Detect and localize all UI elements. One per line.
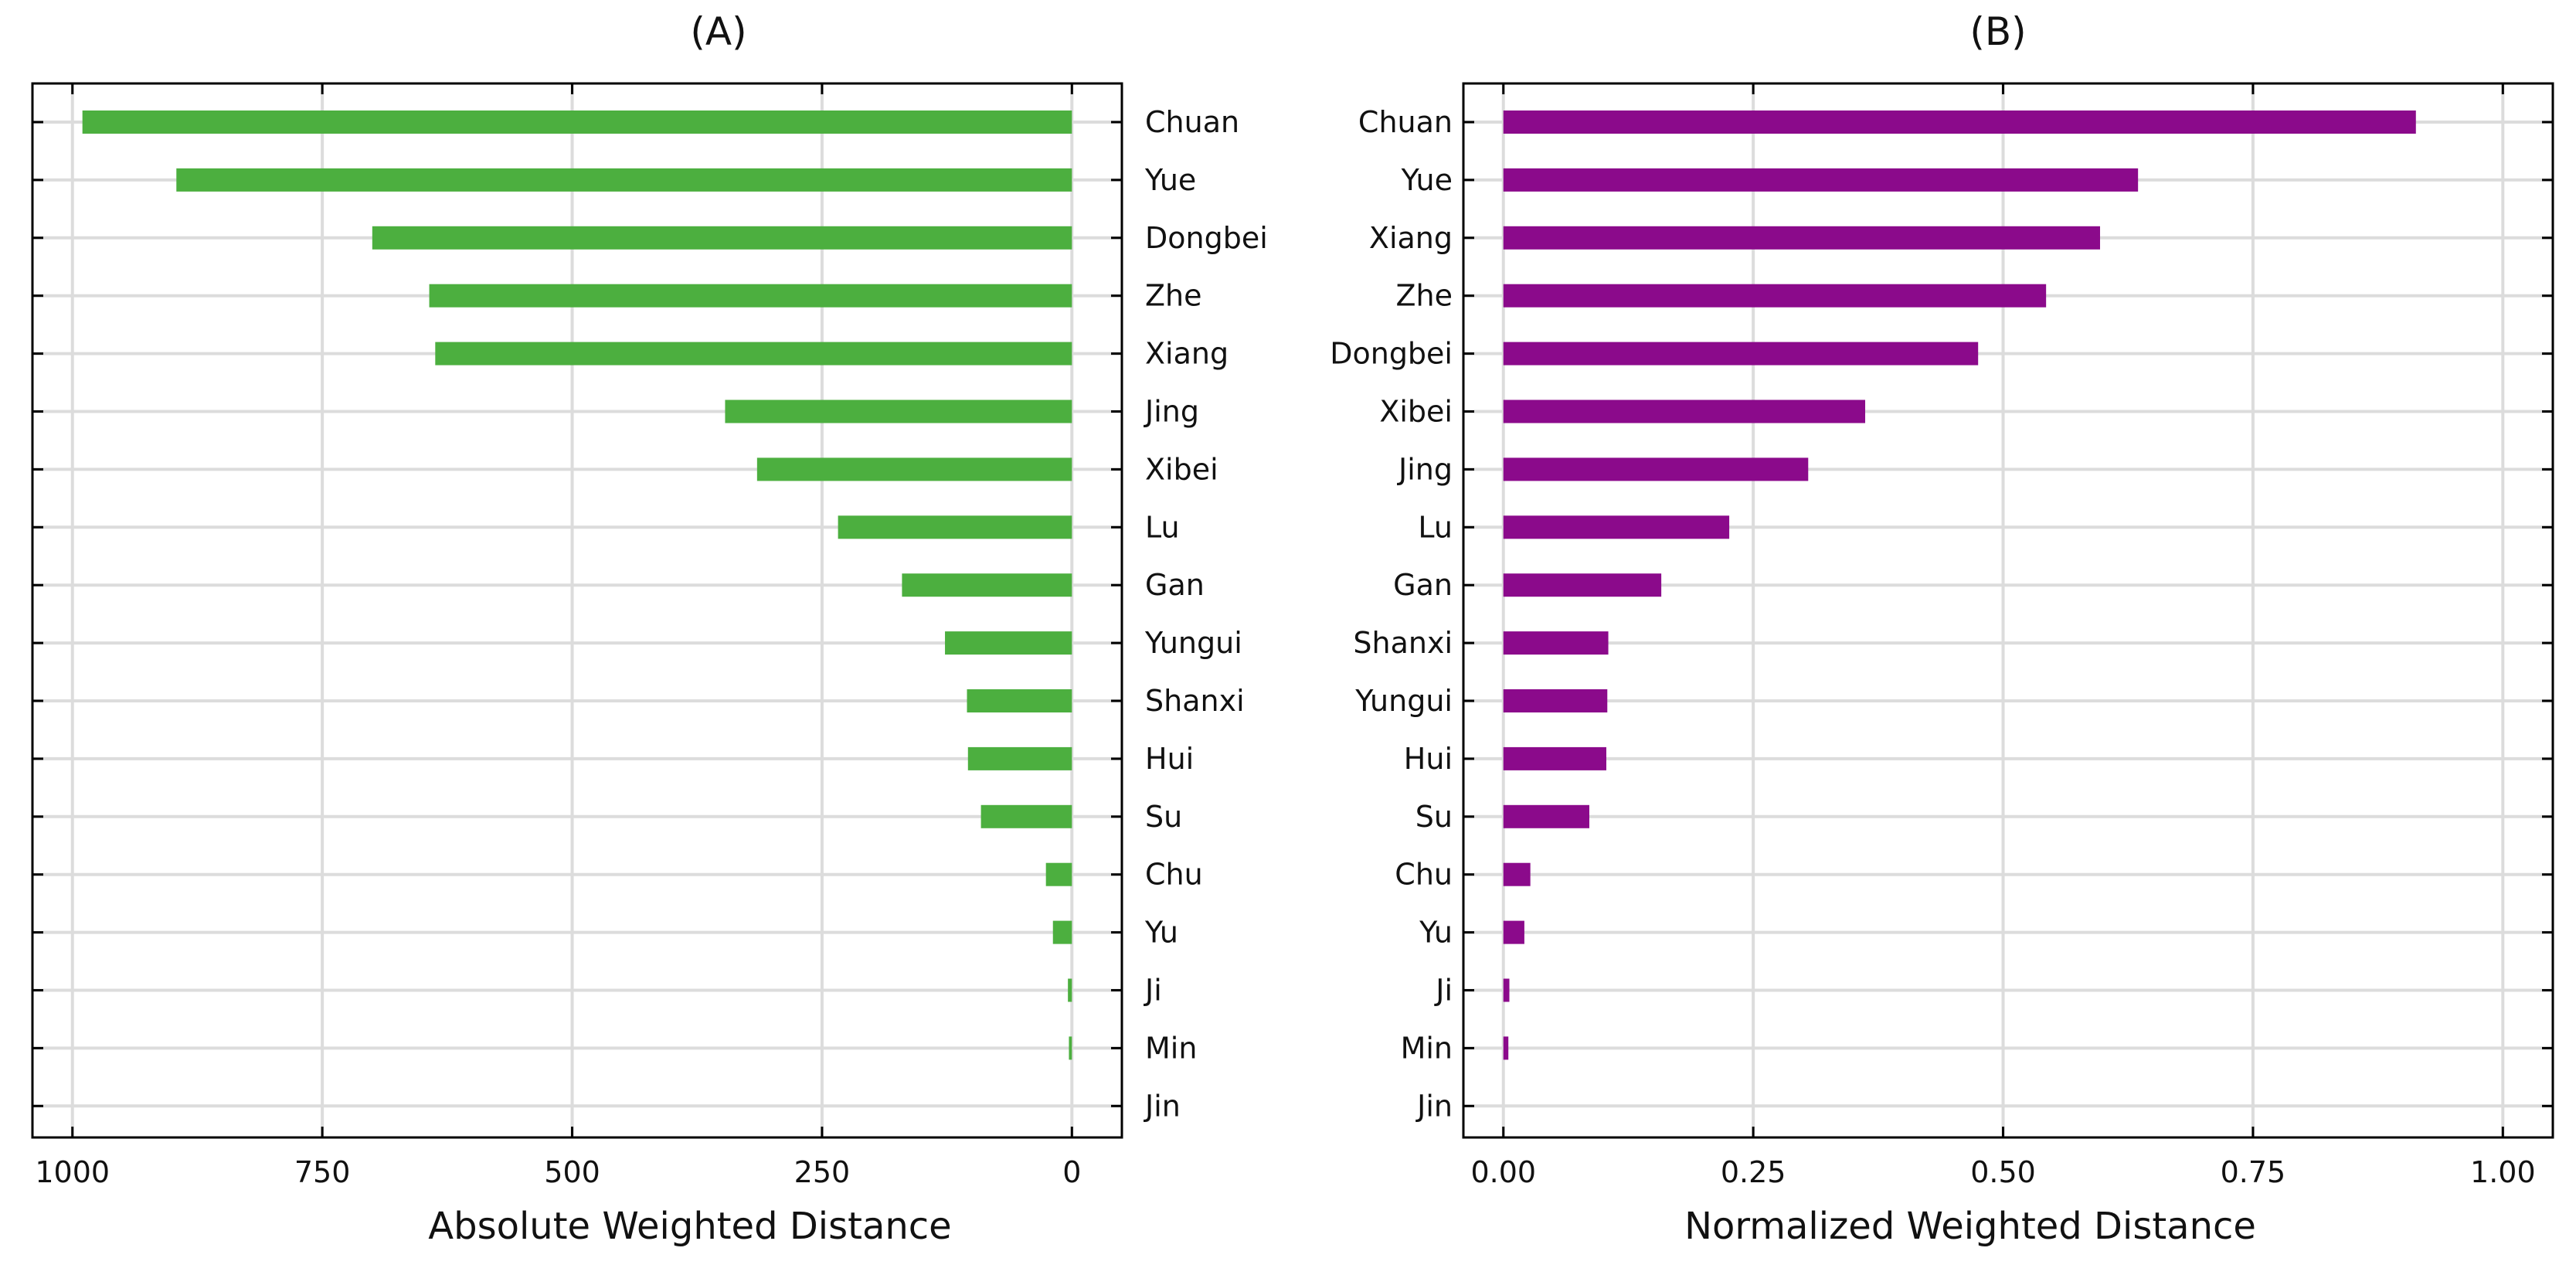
category-label: Yue <box>1401 163 1453 197</box>
bar-gan <box>1503 573 1662 597</box>
category-label: Chuan <box>1358 105 1453 139</box>
bar-shanxi <box>1503 631 1609 655</box>
panel-a-title: (A) <box>690 9 746 54</box>
category-label: Dongbei <box>1330 337 1453 371</box>
bar-xibei <box>1503 400 1866 423</box>
bar-min <box>1503 1036 1509 1060</box>
panel-a-ticks <box>32 83 1122 1137</box>
category-label: Chu <box>1145 858 1203 892</box>
category-label: Yungui <box>1144 626 1242 660</box>
category-label: Zhe <box>1145 279 1202 313</box>
bar-yue <box>176 168 1072 192</box>
bar-yungui <box>1503 689 1608 712</box>
category-label: Jing <box>1397 452 1453 486</box>
category-label: Dongbei <box>1145 221 1268 255</box>
x-tick-label: 1000 <box>35 1155 110 1189</box>
category-label: Shanxi <box>1145 684 1245 718</box>
category-label: Shanxi <box>1353 626 1453 660</box>
category-label: Yu <box>1419 916 1453 950</box>
category-label: Xiang <box>1145 337 1229 371</box>
x-tick-label: 0.75 <box>2221 1155 2286 1189</box>
category-label: Xibei <box>1145 452 1218 486</box>
bar-chuan <box>82 110 1072 134</box>
category-label: Chu <box>1395 858 1453 892</box>
bar-chu <box>1503 862 1531 886</box>
category-label: Yu <box>1144 916 1178 950</box>
x-tick-label: 750 <box>294 1155 351 1189</box>
category-label: Ji <box>1144 974 1162 1008</box>
category-label: Jin <box>1144 1089 1181 1123</box>
category-label: Yungui <box>1354 684 1453 718</box>
bar-ji <box>1503 978 1510 1002</box>
category-label: Ji <box>1434 974 1453 1008</box>
category-label: Xiang <box>1369 221 1453 255</box>
bar-yue <box>1503 168 2139 192</box>
bar-lu <box>838 515 1072 539</box>
panel-b-x-axis-label: Normalized Weighted Distance <box>1684 1205 2256 1248</box>
bar-hui <box>1503 746 1606 770</box>
panel-b-category-labels: Chuan Yue Xiang Zhe Dongbei Xibei Jing Lu Gan Sha… <box>1330 105 1453 1123</box>
category-label: Xibei <box>1379 395 1453 429</box>
panel-b-ticks <box>1463 83 2553 1137</box>
bar-chuan <box>1503 110 2416 134</box>
category-label: Su <box>1415 800 1453 834</box>
x-tick-label: 0.25 <box>1721 1155 1786 1189</box>
bar-su <box>980 804 1072 828</box>
bar-lu <box>1503 515 1730 539</box>
bar-yu <box>1052 920 1072 944</box>
bar-zhe <box>429 284 1072 308</box>
bar-jing <box>1503 457 1809 481</box>
x-tick-label: 500 <box>544 1155 600 1189</box>
bar-zhe <box>1503 284 2047 308</box>
category-label: Min <box>1145 1031 1197 1065</box>
bar-yu <box>1503 920 1524 944</box>
panel-a-category-labels: Chuan Yue Dongbei Zhe Xiang Jing Xibei Lu Gan Yun… <box>1144 105 1268 1123</box>
category-label: Lu <box>1145 510 1180 544</box>
x-tick-label: 250 <box>794 1155 851 1189</box>
bar-ji <box>1068 978 1072 1002</box>
bar-gan <box>902 573 1072 597</box>
category-label: Chuan <box>1145 105 1239 139</box>
bar-yungui <box>945 631 1072 655</box>
panel-b-x-tick-labels: 0.00 0.25 0.50 0.75 1.00 <box>1470 1155 2535 1189</box>
bar-dongbei <box>372 226 1072 250</box>
x-tick-label: 1.00 <box>2470 1155 2536 1189</box>
x-tick-label: 0.00 <box>1470 1155 1536 1189</box>
category-label: Hui <box>1145 742 1194 776</box>
panel-a-x-tick-labels: 1000 750 500 250 0 <box>35 1155 1081 1189</box>
category-label: Gan <box>1145 568 1205 602</box>
panel-a-x-axis-label: Absolute Weighted Distance <box>428 1205 951 1248</box>
bar-min <box>1069 1036 1072 1060</box>
category-label: Jing <box>1144 395 1199 429</box>
category-label: Gan <box>1393 568 1453 602</box>
category-label: Yue <box>1144 163 1196 197</box>
bar-xiang <box>1503 226 2101 250</box>
panel-a-plot-frame <box>31 82 1123 1139</box>
bar-xiang <box>435 342 1072 366</box>
category-label: Hui <box>1404 742 1453 776</box>
bar-jing <box>725 400 1072 423</box>
panel-a-bars <box>82 110 1072 1060</box>
bar-hui <box>967 746 1072 770</box>
panel-b-bars <box>1503 110 2416 1060</box>
category-label: Lu <box>1418 510 1453 544</box>
panel-b-title: (B) <box>1969 9 2026 54</box>
x-tick-label: 0.50 <box>1970 1155 2036 1189</box>
bar-shanxi <box>967 689 1072 712</box>
panel-b-plot-frame <box>1462 82 2554 1139</box>
bar-chu <box>1045 862 1072 886</box>
category-label: Min <box>1401 1031 1453 1065</box>
x-tick-label: 0 <box>1062 1155 1081 1189</box>
category-label: Jin <box>1415 1089 1453 1123</box>
category-label: Zhe <box>1396 279 1453 313</box>
panel-a-chart: (A) 1000 750 500 250 0 Chuan Yue Dongbei Zhe Xia… <box>31 9 1268 1248</box>
bar-su <box>1503 804 1589 828</box>
category-label: Su <box>1145 800 1182 834</box>
bar-xibei <box>756 457 1072 481</box>
bar-dongbei <box>1503 342 1979 366</box>
panel-b-chart: (B) 0.00 0.25 0.50 0.75 1.00 Chuan Yue Xiang Zh… <box>1330 9 2554 1248</box>
